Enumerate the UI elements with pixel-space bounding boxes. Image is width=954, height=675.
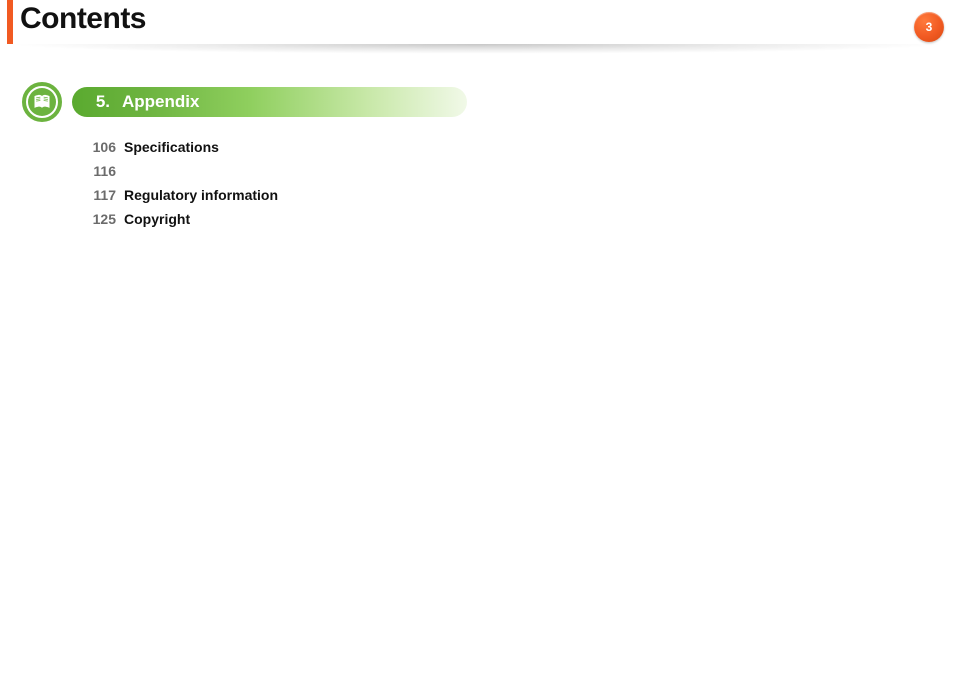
toc-page-number: 125 bbox=[84, 212, 116, 226]
header: Contents 3 bbox=[0, 0, 954, 50]
page-title: Contents bbox=[20, 2, 146, 36]
toc-row[interactable]: 117 Regulatory information bbox=[84, 188, 278, 202]
section-header-row: 5. Appendix bbox=[22, 82, 278, 122]
toc-list: 106 Specifications 116 117 Regulatory in… bbox=[84, 140, 278, 226]
book-icon bbox=[22, 82, 62, 122]
toc-entry-title: Regulatory information bbox=[124, 188, 278, 202]
header-accent-bar bbox=[7, 0, 13, 44]
section-title: Appendix bbox=[120, 92, 199, 112]
toc-entry-title: Specifications bbox=[124, 140, 219, 154]
toc-row[interactable]: 106 Specifications bbox=[84, 140, 278, 154]
open-book-icon bbox=[32, 92, 52, 112]
section-title-bar[interactable]: 5. Appendix bbox=[72, 87, 467, 117]
toc-row[interactable]: 125 Copyright bbox=[84, 212, 278, 226]
toc-row[interactable]: 116 bbox=[84, 164, 278, 178]
page: Contents 3 bbox=[0, 0, 954, 675]
toc-entry-title: Copyright bbox=[124, 212, 190, 226]
toc-page-number: 116 bbox=[84, 164, 116, 178]
toc-page-number: 117 bbox=[84, 188, 116, 202]
page-number-badge: 3 bbox=[914, 12, 944, 42]
section-number: 5. bbox=[72, 92, 120, 112]
header-shadow bbox=[0, 44, 954, 58]
toc-page-number: 106 bbox=[84, 140, 116, 154]
section-appendix: 5. Appendix 106 Specifications 116 117 R… bbox=[22, 82, 278, 236]
